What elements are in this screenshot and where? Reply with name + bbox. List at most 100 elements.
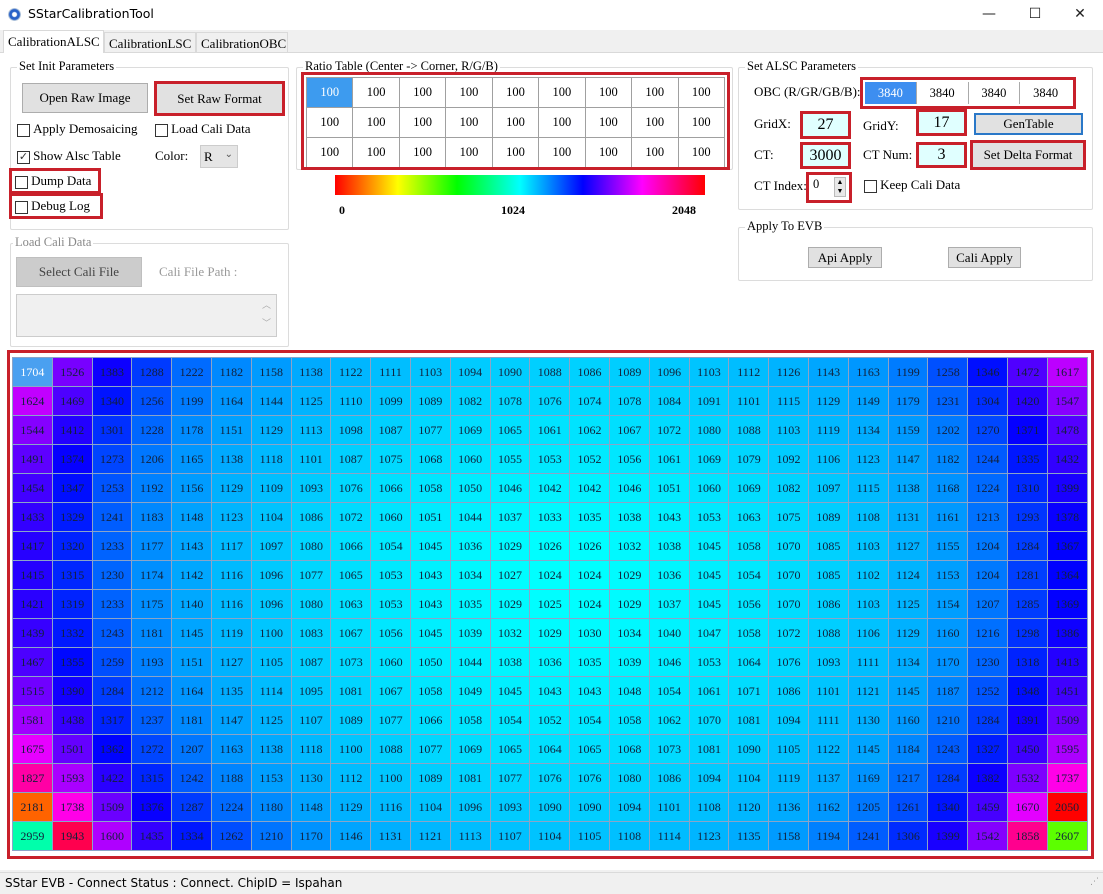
alsc-cell[interactable]: 1237 (131, 705, 173, 735)
alsc-cell[interactable]: 1192 (131, 473, 173, 503)
alsc-cell[interactable]: 1704 (12, 357, 53, 387)
alsc-cell[interactable]: 1043 (409, 560, 451, 590)
alsc-cell[interactable]: 1315 (131, 763, 173, 793)
alsc-cell[interactable]: 1202 (927, 415, 969, 445)
alsc-cell[interactable]: 1858 (1006, 821, 1048, 851)
alsc-cell[interactable]: 1122 (330, 357, 372, 387)
alsc-cell[interactable]: 1130 (847, 705, 889, 735)
color-select[interactable]: R ⌄ (200, 145, 238, 168)
alsc-cell[interactable]: 1096 (648, 357, 690, 387)
alsc-cell[interactable]: 1077 (290, 560, 332, 590)
alsc-cell[interactable]: 1943 (51, 821, 93, 851)
alsc-cell[interactable]: 1273 (91, 444, 133, 474)
alsc-cell[interactable]: 1076 (768, 647, 809, 677)
alsc-cell[interactable]: 1104 (529, 821, 571, 851)
alsc-cell[interactable]: 1204 (967, 560, 1008, 590)
alsc-cell[interactable]: 1065 (569, 734, 610, 764)
alsc-cell[interactable]: 1065 (330, 560, 372, 590)
alsc-cell[interactable]: 1450 (1006, 734, 1048, 764)
alsc-cell[interactable]: 1069 (728, 473, 770, 503)
alsc-cell[interactable]: 1347 (51, 473, 93, 503)
alsc-cell[interactable]: 1097 (250, 531, 292, 561)
alsc-cell[interactable]: 1067 (608, 415, 650, 445)
alsc-cell[interactable]: 1080 (290, 531, 332, 561)
alsc-cell[interactable]: 1030 (569, 618, 610, 648)
alsc-cell[interactable]: 1123 (688, 821, 730, 851)
alsc-cell[interactable]: 1103 (847, 589, 889, 619)
alsc-cell[interactable]: 1259 (91, 647, 133, 677)
alsc-cell[interactable]: 1054 (648, 676, 690, 706)
api-apply-button[interactable]: Api Apply (808, 247, 882, 268)
alsc-cell[interactable]: 1097 (807, 473, 849, 503)
alsc-cell[interactable]: 1043 (529, 676, 571, 706)
alsc-cell[interactable]: 1053 (370, 589, 411, 619)
alsc-cell[interactable]: 1069 (688, 444, 730, 474)
alsc-cell[interactable]: 1087 (370, 415, 411, 445)
alsc-cell[interactable]: 1045 (688, 560, 730, 590)
alsc-cell[interactable]: 1081 (688, 734, 730, 764)
alsc-cell[interactable]: 1270 (967, 415, 1008, 445)
alsc-cell[interactable]: 1120 (728, 792, 770, 822)
alsc-cell[interactable]: 1071 (728, 676, 770, 706)
alsc-cell[interactable]: 1034 (449, 560, 491, 590)
alsc-cell[interactable]: 1207 (171, 734, 212, 764)
alsc-cell[interactable]: 1170 (927, 647, 969, 677)
alsc-cell[interactable]: 1053 (529, 444, 571, 474)
alsc-cell[interactable]: 1067 (330, 618, 372, 648)
alsc-cell[interactable]: 1439 (12, 618, 53, 648)
alsc-cell[interactable]: 1469 (51, 386, 93, 416)
load-cali-data-checkbox[interactable]: Load Cali Data (155, 121, 251, 137)
alsc-cell[interactable]: 1135 (210, 676, 252, 706)
alsc-cell[interactable]: 1532 (1006, 763, 1048, 793)
alsc-cell[interactable]: 1064 (728, 647, 770, 677)
alsc-cell[interactable]: 1228 (131, 415, 173, 445)
alsc-cell[interactable]: 1050 (409, 647, 451, 677)
alsc-cell[interactable]: 1124 (887, 560, 929, 590)
ratio-cell[interactable]: 100 (352, 107, 400, 138)
alsc-cell[interactable]: 1378 (1046, 502, 1088, 532)
alsc-cell[interactable]: 1076 (529, 386, 571, 416)
alsc-cell[interactable]: 1056 (608, 444, 650, 474)
alsc-cell[interactable]: 1241 (91, 502, 133, 532)
alsc-cell[interactable]: 1399 (927, 821, 969, 851)
alsc-cell[interactable]: 1093 (290, 473, 332, 503)
alsc-cell[interactable]: 1129 (210, 473, 252, 503)
alsc-cell[interactable]: 1134 (847, 415, 889, 445)
alsc-cell[interactable]: 1146 (330, 821, 372, 851)
alsc-cell[interactable]: 1080 (688, 415, 730, 445)
alsc-cell[interactable]: 1169 (847, 763, 889, 793)
alsc-cell[interactable]: 1058 (728, 531, 770, 561)
alsc-cell[interactable]: 1087 (330, 444, 372, 474)
alsc-cell[interactable]: 1390 (51, 676, 93, 706)
alsc-cell[interactable]: 1243 (91, 618, 133, 648)
alsc-cell[interactable]: 1183 (131, 502, 173, 532)
alsc-cell[interactable]: 1143 (807, 357, 849, 387)
alsc-cell[interactable]: 1526 (51, 357, 93, 387)
alsc-cell[interactable]: 1042 (569, 473, 610, 503)
alsc-cell[interactable]: 1077 (489, 763, 531, 793)
alsc-cell[interactable]: 1138 (887, 473, 929, 503)
obc-b-input[interactable]: 3840 (1019, 82, 1071, 104)
alsc-cell[interactable]: 1086 (648, 763, 690, 793)
alsc-cell[interactable]: 1737 (1046, 763, 1088, 793)
alsc-cell[interactable]: 1036 (648, 560, 690, 590)
alsc-cell[interactable]: 1045 (688, 589, 730, 619)
alsc-cell[interactable]: 1205 (847, 792, 889, 822)
alsc-cell[interactable]: 1111 (847, 647, 889, 677)
ratio-cell[interactable]: 100 (398, 137, 447, 168)
alsc-cell[interactable]: 1058 (409, 676, 451, 706)
alsc-cell[interactable]: 1074 (569, 386, 610, 416)
alsc-cell[interactable]: 1138 (290, 357, 332, 387)
alsc-cell[interactable]: 1126 (768, 357, 809, 387)
alsc-cell[interactable]: 1153 (927, 560, 969, 590)
alsc-cell[interactable]: 1160 (887, 705, 929, 735)
alsc-cell[interactable]: 1304 (967, 386, 1008, 416)
alsc-cell[interactable]: 1045 (489, 676, 531, 706)
gentable-button[interactable]: GenTable (974, 113, 1083, 135)
alsc-cell[interactable]: 1078 (608, 386, 650, 416)
alsc-cell[interactable]: 1058 (449, 705, 491, 735)
alsc-cell[interactable]: 1119 (768, 763, 809, 793)
alsc-cell[interactable]: 1082 (449, 386, 491, 416)
alsc-cell[interactable]: 2959 (12, 821, 53, 851)
alsc-cell[interactable]: 1090 (728, 734, 770, 764)
